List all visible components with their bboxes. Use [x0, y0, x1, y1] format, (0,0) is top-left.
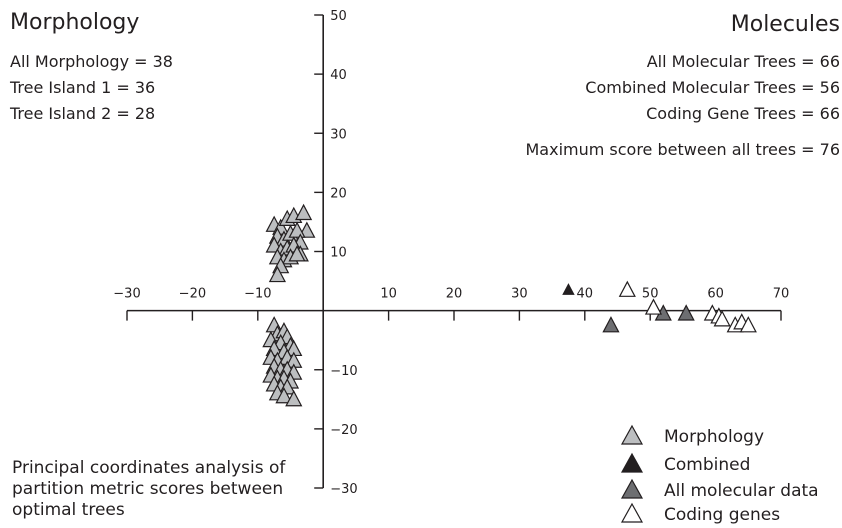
molecular-triangle-icon [620, 478, 644, 499]
morphology-point [288, 221, 306, 238]
tree-island-1-score: Tree Island 1 = 36 [10, 78, 156, 97]
y-tick-label: −20 [330, 423, 357, 438]
legend-label: Combined [664, 455, 751, 475]
y-tick-label: 10 [330, 246, 347, 261]
morphology-triangle-icon [620, 424, 644, 445]
x-tick-label: 70 [773, 287, 790, 302]
tree-island-2-score: Tree Island 2 = 28 [10, 104, 156, 123]
all-morphology-score: All Morphology = 38 [10, 52, 173, 71]
morphology-point [288, 245, 306, 262]
coding-point [644, 298, 663, 315]
coding-point [618, 280, 636, 297]
morphology-point [285, 390, 303, 407]
molecular-point [602, 316, 620, 333]
legend-label: All molecular data [664, 481, 819, 501]
x-tick-label: 50 [642, 287, 659, 302]
x-tick-label: −30 [113, 287, 140, 302]
y-tick-label: 20 [330, 186, 347, 201]
combined-point [562, 283, 575, 295]
legend-label: Morphology [664, 427, 764, 447]
combined-triangle-icon [620, 452, 644, 473]
y-tick-label: 40 [330, 68, 347, 83]
y-tick-label: −10 [330, 364, 357, 379]
x-tick-label: 60 [707, 287, 724, 302]
morphology-point [268, 265, 287, 283]
x-tick-label: −10 [244, 287, 271, 302]
y-tick-label: −30 [330, 482, 357, 497]
coding-gene-trees-score: Coding Gene Trees = 66 [646, 104, 840, 123]
coding-point [713, 310, 731, 327]
x-tick-label: 20 [446, 287, 463, 302]
axes: −30 −20 −10 10 20 30 40 50 60 70 −30 −20 −10 10 20 30 40… [113, 9, 789, 497]
x-tick-label: −20 [179, 287, 206, 302]
morphology-point [275, 387, 293, 404]
x-tick-label: 30 [511, 287, 528, 302]
molecules-heading: Molecules [730, 12, 840, 37]
legend-label: Coding genes [664, 505, 781, 525]
maximum-score: Maximum score between all trees = 76 [525, 140, 840, 159]
molecular-point [677, 304, 695, 321]
x-tick-label: 10 [380, 287, 397, 302]
data-points [262, 203, 757, 407]
morphology-point [294, 203, 313, 221]
all-molecular-trees-score: All Molecular Trees = 66 [646, 52, 840, 71]
y-tick-label: 30 [330, 127, 347, 142]
combined-molecular-trees-score: Combined Molecular Trees = 56 [585, 78, 840, 97]
y-tick-label: 50 [330, 9, 347, 24]
x-tick-label: 40 [577, 287, 594, 302]
morphology-heading: Morphology [10, 10, 140, 35]
chart-caption: Principal coordinates analysis of partit… [12, 458, 286, 520]
coding-point [739, 316, 757, 333]
coding-triangle-icon [620, 502, 644, 523]
